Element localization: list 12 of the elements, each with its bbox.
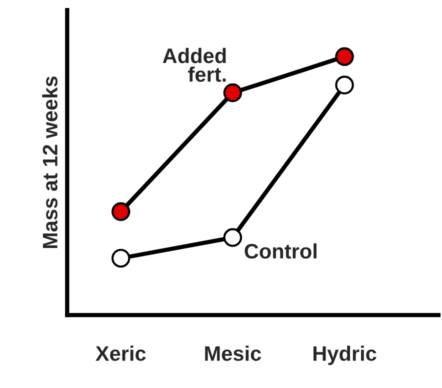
x-tick-label: Mesic	[205, 346, 262, 361]
point	[223, 228, 242, 247]
x-tick-label: Xeric	[96, 346, 146, 361]
series-label: Control	[244, 243, 316, 259]
point	[111, 202, 130, 222]
point	[111, 248, 130, 268]
point	[223, 83, 242, 102]
x-tick-label: Hydric	[314, 346, 376, 366]
point	[335, 47, 354, 66]
series-label: Added fert.	[162, 48, 226, 82]
y-axis-title: Mass at 12 weeks	[42, 76, 58, 248]
point	[335, 76, 354, 94]
